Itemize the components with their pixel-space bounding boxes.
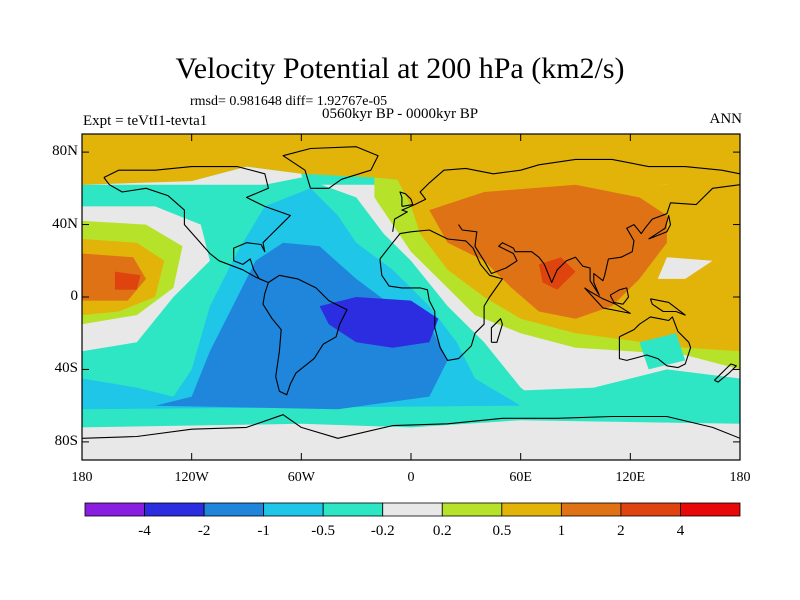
colorbar-level-label: 4 — [676, 523, 685, 539]
coastline-new-zealand — [714, 363, 737, 383]
lat-tick-label: 0 — [70, 288, 79, 304]
colorbar-swatch — [84, 502, 145, 517]
lon-tick-label: 120E — [615, 470, 646, 485]
colorbar-swatch — [501, 502, 562, 517]
band-cyan-australia — [639, 333, 686, 370]
coastline-australia — [618, 316, 692, 369]
colorbar-level-label: -0.2 — [370, 523, 395, 539]
colorbar-swatch — [680, 502, 741, 517]
coastline-north-america — [103, 166, 291, 284]
lat-tick-label: 40S — [54, 360, 78, 377]
coastline-borneo — [609, 287, 630, 305]
colorbar-level-label: 0.5 — [492, 523, 512, 539]
experiment-label: Expt = teVtI1-tevta1 — [83, 113, 208, 129]
colorbar-swatch — [441, 502, 503, 517]
colorbar-swatch — [263, 502, 324, 517]
coastline-africa — [379, 229, 503, 361]
lat-tick-label: 40N — [52, 215, 78, 232]
colorbar-level-label: -4 — [138, 523, 151, 539]
period-label: 0560kyr BP - 0000kyr BP — [322, 106, 479, 122]
colorbar-swatch — [560, 502, 622, 517]
lon-tick-label: 0 — [407, 470, 415, 485]
colorbar-level-label: 0.2 — [432, 523, 452, 539]
coastline-uk — [399, 191, 414, 207]
chart-title: Velocity Potential at 200 hPa (km2/s) — [175, 52, 625, 85]
coastline-japan — [648, 214, 672, 240]
band-orange-asia — [429, 184, 667, 319]
colorbar-swatch — [620, 502, 681, 517]
colorbar-level-label: -0.5 — [311, 523, 336, 539]
coastlines — [82, 146, 740, 439]
lon-tick-label: 180 — [71, 470, 93, 485]
band-min-atlantic — [319, 297, 439, 348]
colorbar-swatch — [322, 502, 384, 517]
colorbar-level-label: -2 — [197, 523, 211, 539]
colorbar-swatch — [382, 502, 443, 517]
colorbar-swatch — [203, 502, 265, 517]
axis-ticks — [81, 134, 741, 460]
colorbar-swatch — [144, 502, 205, 517]
coastline-greenland — [282, 146, 379, 189]
lon-tick-label: 180 — [729, 470, 751, 485]
coastline-antarctica — [82, 414, 740, 439]
lon-tick-label: 60E — [509, 470, 532, 485]
colorbar-level-label: -1 — [257, 523, 270, 539]
colorbar — [84, 502, 741, 517]
coastline-madagascar — [490, 318, 503, 343]
lon-tick-label: 120W — [174, 470, 209, 485]
lon-tick-label: 60W — [287, 470, 315, 485]
season-label: ANN — [709, 111, 743, 127]
band-red-pacific — [114, 271, 141, 290]
band-antarctic — [82, 420, 740, 460]
band-arctic — [82, 134, 740, 192]
coastline-indonesia — [584, 287, 631, 314]
colorbar-level-label: 2 — [617, 523, 625, 539]
band-negative-atlantic — [155, 242, 448, 410]
coastline-new-guinea — [649, 298, 686, 316]
coastline-south-america — [262, 274, 348, 396]
contour-field — [82, 134, 740, 460]
band-red-india — [538, 257, 576, 290]
band-neutral-west-pacific — [657, 257, 713, 279]
stats-label: rmsd= 0.981648 diff= 1.92767e-05 — [190, 94, 388, 109]
coastline-eurasia — [392, 158, 740, 232]
lat-tick-label: 80N — [52, 143, 78, 160]
colorbar-level-label: 1 — [557, 523, 566, 539]
lat-tick-label: 80S — [54, 432, 78, 449]
coastline-asia-south — [458, 184, 740, 296]
